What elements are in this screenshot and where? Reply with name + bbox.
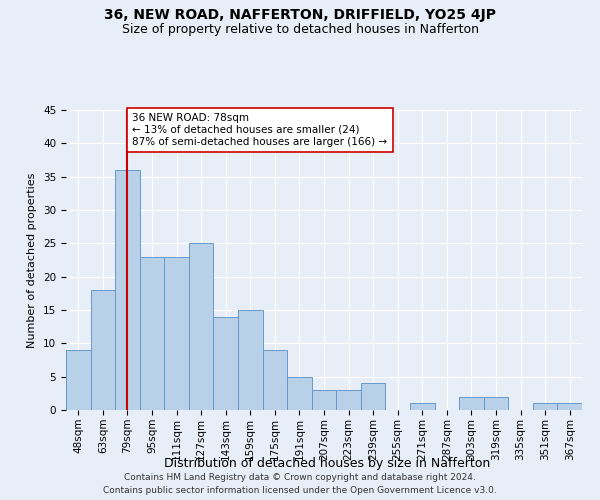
Bar bbox=[557, 404, 582, 410]
Y-axis label: Number of detached properties: Number of detached properties bbox=[28, 172, 37, 348]
Bar bbox=[361, 384, 385, 410]
Text: Size of property relative to detached houses in Nafferton: Size of property relative to detached ho… bbox=[121, 22, 479, 36]
Text: Distribution of detached houses by size in Nafferton: Distribution of detached houses by size … bbox=[164, 458, 490, 470]
Bar bbox=[287, 376, 312, 410]
Text: 36 NEW ROAD: 78sqm
← 13% of detached houses are smaller (24)
87% of semi-detache: 36 NEW ROAD: 78sqm ← 13% of detached hou… bbox=[133, 114, 388, 146]
Bar bbox=[459, 396, 484, 410]
Bar bbox=[214, 316, 238, 410]
Bar bbox=[91, 290, 115, 410]
Bar bbox=[189, 244, 214, 410]
Bar bbox=[336, 390, 361, 410]
Text: Contains HM Land Registry data © Crown copyright and database right 2024.
Contai: Contains HM Land Registry data © Crown c… bbox=[103, 474, 497, 495]
Bar bbox=[312, 390, 336, 410]
Bar bbox=[533, 404, 557, 410]
Bar bbox=[115, 170, 140, 410]
Bar bbox=[410, 404, 434, 410]
Bar bbox=[484, 396, 508, 410]
Bar bbox=[238, 310, 263, 410]
Bar bbox=[66, 350, 91, 410]
Bar bbox=[140, 256, 164, 410]
Bar bbox=[164, 256, 189, 410]
Bar bbox=[263, 350, 287, 410]
Text: 36, NEW ROAD, NAFFERTON, DRIFFIELD, YO25 4JP: 36, NEW ROAD, NAFFERTON, DRIFFIELD, YO25… bbox=[104, 8, 496, 22]
